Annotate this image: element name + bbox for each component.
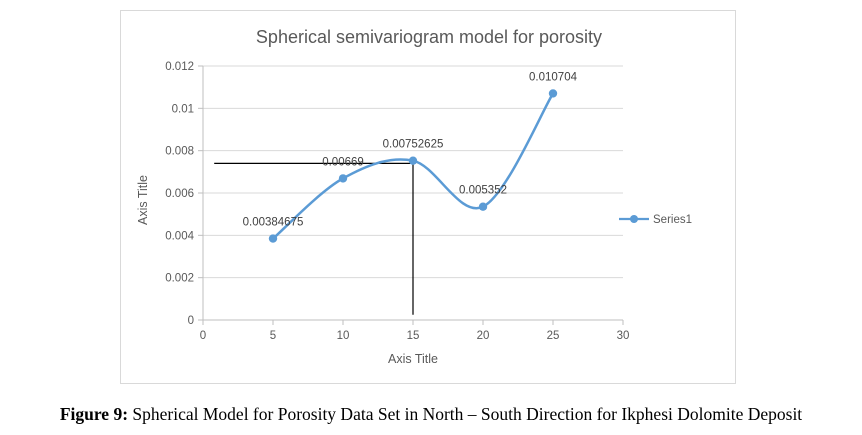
figure-caption-label: Figure 9: bbox=[59, 404, 129, 424]
series-line bbox=[271, 92, 555, 240]
y-tick-label: 0 bbox=[188, 315, 194, 327]
figure-caption-text: Spherical Model for Porosity Data Set in… bbox=[128, 404, 803, 424]
x-axis-title: Axis Title bbox=[388, 352, 438, 366]
data-label: 0.010704 bbox=[529, 71, 578, 83]
y-tick-label: 0.01 bbox=[172, 103, 194, 115]
data-label: 0.00669 bbox=[322, 156, 364, 168]
data-point bbox=[338, 174, 348, 183]
chart-title: Spherical semivariogram model for porosi… bbox=[256, 27, 602, 47]
data-point bbox=[478, 202, 488, 211]
annotation-lines bbox=[214, 162, 414, 315]
x-tick-label: 15 bbox=[407, 330, 420, 342]
data-label: 0.00384675 bbox=[243, 217, 304, 229]
data-point bbox=[408, 156, 418, 165]
y-tick-label: 0.002 bbox=[165, 273, 194, 285]
legend-label: Series1 bbox=[653, 214, 692, 226]
figure-caption: Figure 9: Spherical Model for Porosity D… bbox=[0, 404, 862, 425]
x-tick-label: 0 bbox=[200, 330, 206, 342]
data-labels: 0.00384675 0.00669 0.00752625 0.005352 0.010… bbox=[243, 71, 578, 228]
x-tick-label: 25 bbox=[547, 330, 560, 342]
data-point bbox=[268, 234, 278, 243]
chart-svg: Spherical semivariogram model for porosi… bbox=[136, 27, 692, 366]
y-tick-label: 0.012 bbox=[165, 61, 194, 73]
y-tick-label: 0.008 bbox=[165, 146, 194, 158]
x-tick-label: 10 bbox=[337, 330, 350, 342]
series-layer bbox=[268, 89, 558, 243]
x-tick-label: 20 bbox=[477, 330, 490, 342]
y-tick-label: 0.006 bbox=[165, 188, 194, 200]
chart-area: Spherical semivariogram model for porosi… bbox=[120, 10, 736, 384]
x-tick-label: 30 bbox=[617, 330, 630, 342]
y-axis-title: Axis Title bbox=[136, 175, 150, 225]
data-label: 0.005352 bbox=[459, 185, 507, 197]
data-label: 0.00752625 bbox=[383, 139, 444, 151]
legend: Series1 bbox=[619, 214, 692, 226]
axes: 0 0.002 0.004 0.006 0.008 0.01 0.012 0 5 10 15 20 25… bbox=[165, 61, 629, 342]
legend-marker bbox=[630, 215, 638, 223]
data-point bbox=[548, 89, 558, 98]
x-tick-label: 5 bbox=[270, 330, 276, 342]
y-tick-label: 0.004 bbox=[165, 230, 194, 242]
